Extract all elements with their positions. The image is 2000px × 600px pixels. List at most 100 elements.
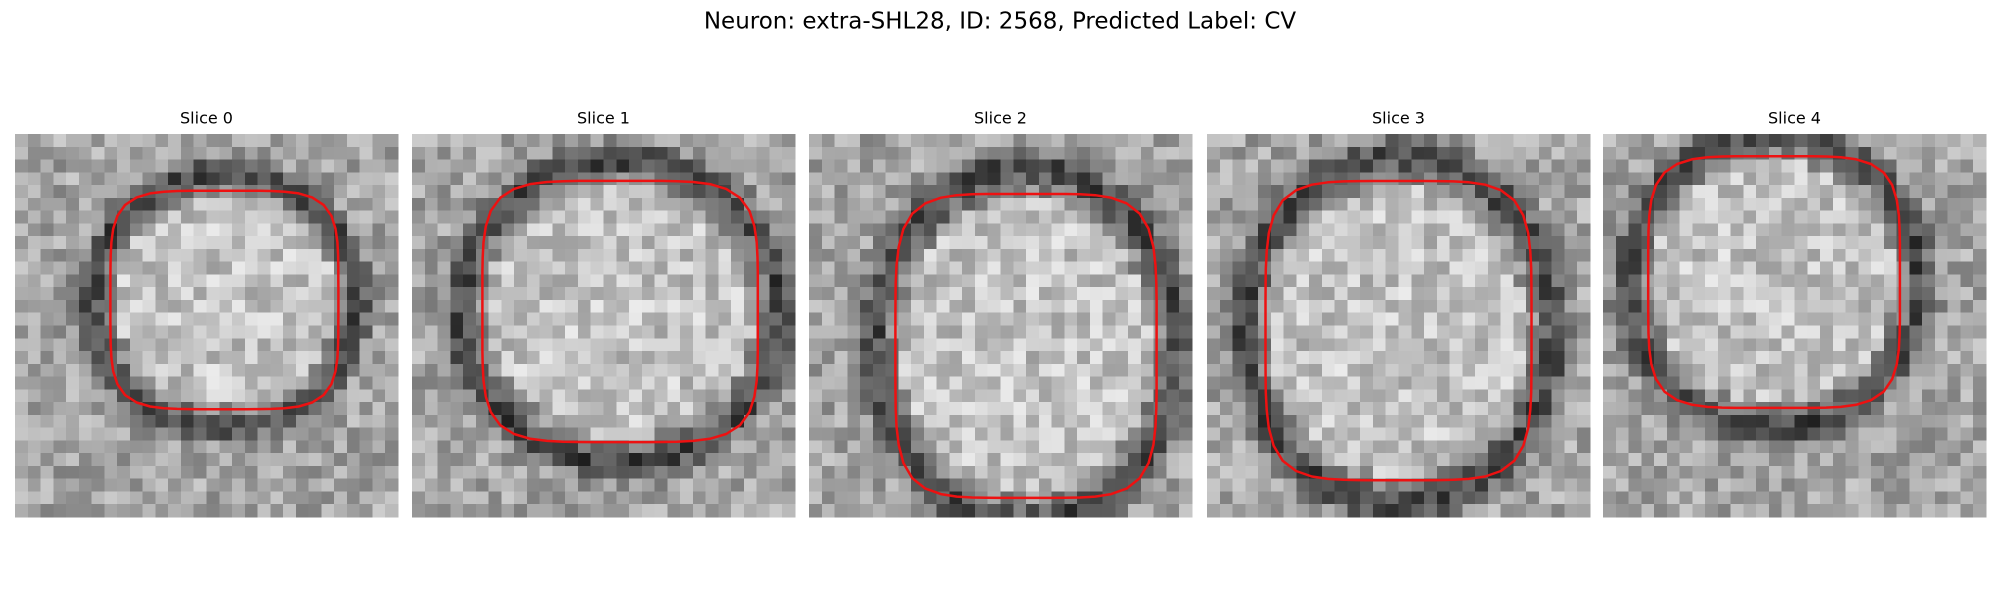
pixel: [142, 389, 156, 403]
pixel: [1166, 325, 1180, 339]
pixel: [1360, 440, 1374, 454]
pixel: [1692, 389, 1706, 403]
pixel: [1756, 287, 1770, 301]
pixel: [1538, 325, 1553, 339]
pixel: [1077, 453, 1091, 467]
pixel: [616, 465, 630, 480]
pixel: [424, 465, 438, 480]
pixel: [180, 465, 195, 480]
pixel: [193, 363, 207, 377]
pixel: [1309, 478, 1323, 492]
pixel: [1077, 325, 1091, 339]
pixel: [1115, 325, 1129, 339]
pixel: [1026, 134, 1040, 148]
pixel: [1717, 185, 1732, 199]
pixel: [847, 223, 861, 237]
pixel: [1128, 338, 1142, 352]
pixel: [1462, 261, 1476, 275]
pixel: [1115, 338, 1129, 352]
pixel: [1513, 491, 1527, 505]
pixel: [974, 325, 989, 339]
pixel: [1089, 402, 1104, 416]
pixel: [809, 274, 823, 288]
pixel: [1858, 402, 1872, 416]
pixel: [1909, 491, 1923, 505]
pixel: [1513, 427, 1527, 441]
pixel: [936, 478, 950, 492]
pixel: [1705, 325, 1719, 339]
pixel: [1207, 172, 1221, 186]
pixel: [641, 236, 655, 250]
pixel: [1115, 185, 1129, 199]
pixel: [180, 389, 195, 403]
pixel: [308, 453, 322, 467]
pixel: [667, 363, 681, 377]
pixel: [641, 478, 655, 492]
pixel: [987, 453, 1001, 467]
pixel: [974, 223, 989, 237]
pixel: [27, 414, 41, 429]
pixel: [782, 389, 796, 403]
pixel: [346, 172, 361, 186]
pixel: [142, 134, 156, 148]
pixel: [821, 351, 835, 365]
pixel: [705, 274, 719, 288]
pixel: [1449, 146, 1463, 160]
pixel: [641, 185, 655, 199]
pixel: [1820, 453, 1834, 467]
pixel: [1845, 146, 1859, 160]
pixel: [1628, 478, 1642, 492]
pixel: [1475, 159, 1489, 173]
pixel: [821, 465, 835, 480]
pixel: [15, 197, 29, 211]
pixel: [321, 236, 335, 250]
pixel: [1398, 172, 1412, 186]
pixel: [565, 414, 579, 429]
pixel: [1577, 325, 1591, 339]
pixel: [104, 427, 118, 441]
pixel: [308, 338, 322, 352]
pixel: [488, 236, 502, 250]
pixel: [1309, 414, 1323, 429]
pixel: [270, 465, 284, 480]
pixel: [1179, 491, 1193, 505]
pixel: [1424, 159, 1438, 173]
pixel: [359, 223, 373, 237]
pixel: [1883, 389, 1898, 403]
pixel: [1283, 248, 1297, 263]
pixel: [1372, 197, 1387, 211]
pixel: [372, 504, 386, 518]
pixel: [334, 312, 348, 326]
pixel: [257, 172, 271, 186]
pixel: [142, 491, 156, 505]
pixel: [1258, 159, 1272, 173]
pixel: [334, 478, 348, 492]
pixel: [1166, 453, 1180, 467]
pixel: [847, 338, 861, 352]
pixel: [1334, 414, 1348, 429]
pixel: [334, 440, 348, 454]
pixel: [463, 287, 477, 301]
pixel: [334, 363, 348, 377]
pixel: [1615, 376, 1629, 390]
pixel: [1615, 134, 1629, 148]
pixel: [1270, 146, 1284, 160]
pixel: [1179, 248, 1193, 263]
pixel: [962, 478, 976, 492]
pixel: [1871, 146, 1885, 160]
pixel: [1500, 325, 1514, 339]
pixel: [1064, 440, 1078, 454]
pixel: [539, 274, 553, 288]
pixel: [1064, 223, 1078, 237]
pixel: [283, 159, 297, 173]
pixel: [1398, 236, 1412, 250]
pixel: [1309, 504, 1323, 518]
pixel: [1896, 389, 1910, 403]
pixel: [1089, 312, 1104, 326]
pixel: [27, 491, 41, 505]
pixel: [385, 274, 399, 288]
pixel: [155, 248, 169, 263]
pixel: [129, 491, 144, 505]
pixel: [1743, 491, 1757, 505]
pixel: [1102, 478, 1116, 492]
